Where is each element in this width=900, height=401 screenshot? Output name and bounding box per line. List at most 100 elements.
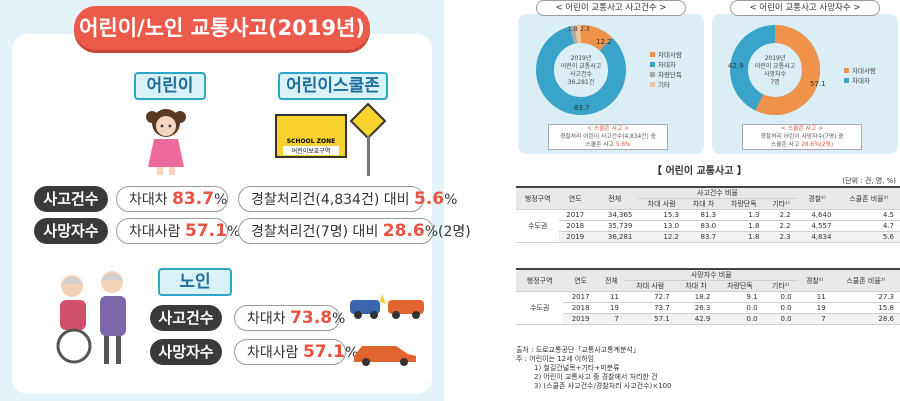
table-row: 2019 7 57.1 42.9 0.0 0.0 7 28.6 — [516, 313, 900, 325]
deaths-donut-chart — [730, 25, 820, 115]
table-unit: (단위 : 건, 명, %) — [842, 177, 896, 185]
donut-label-other: 2.3 — [580, 26, 590, 33]
school-zone-main-sign: SCHOOL ZONE 어린이보호구역 — [275, 114, 347, 158]
note-body: 경찰처리 어린이 사망자수(7명) 중 — [760, 134, 844, 140]
child-accidents-type: 차대차 — [129, 192, 168, 208]
child-accidents-unit: % — [214, 192, 228, 208]
cell: 4,640 — [796, 209, 838, 221]
zone-accidents-unit: % — [444, 192, 458, 208]
deaths-donut-center: 2019년 어린이 교통사고 사망자수 7명 — [750, 55, 800, 87]
cell: 11 — [597, 291, 625, 303]
child-deaths-value: 57.1 — [184, 221, 227, 241]
cell: 35,739 — [591, 220, 639, 232]
region-cell: 수도권 — [516, 291, 564, 325]
cell: 34,365 — [591, 209, 639, 221]
deaths-legend: 차대사람 차대차 — [844, 66, 876, 86]
cell: 26.3 — [675, 302, 717, 314]
note-tail: 스쿨존 사고 28.6%(2명) — [770, 142, 834, 148]
note-line: 1) 철길건널목+기타+미분류 — [534, 364, 620, 372]
cell: 1.3 — [722, 209, 766, 221]
cell: 2018 — [563, 302, 598, 314]
elderly-deaths-type: 차대사람 — [247, 345, 299, 361]
accidents-donut-title: < 어린이 교통사고 사고건수 > — [536, 0, 686, 16]
cell: 2017 — [563, 291, 598, 303]
cell: 4.5 — [837, 209, 900, 221]
zone-deaths-stat: 경찰처리건(7명) 대비 28.6%(2명) — [238, 218, 471, 244]
cell: 11 — [797, 291, 832, 303]
report-panel: < 어린이 교통사고 사고건수 > 2019년 어린이 교통사고 사고건수 36… — [512, 0, 900, 401]
zone-accidents-prefix: 경찰처리건(4,834건) 대비 — [251, 192, 410, 208]
elderly-accidents-value: 73.8 — [290, 308, 333, 328]
cell: 5.6 — [837, 231, 900, 243]
donut-slice-car-to-person — [536, 25, 626, 115]
zone-accidents-value: 5.6 — [413, 189, 445, 209]
header-police: 경찰²⁾ — [796, 186, 838, 210]
header-c2: 차대 차 — [675, 280, 717, 292]
deaths-donut-title: < 어린이 교통사고 사망자수 > — [730, 0, 880, 16]
child-deaths-unit: % — [226, 224, 241, 240]
legend-item: 차대차 — [650, 60, 682, 70]
accidents-donut-center: 2019년 어린이 교통사고 사고건수 36,281건 — [556, 55, 606, 87]
cell: 73.7 — [624, 302, 676, 314]
header-group: 사고건수 비율 — [638, 186, 797, 199]
car-illustration — [354, 346, 416, 366]
school-zone-diamond-sign — [349, 102, 387, 140]
header-year: 연도 — [559, 186, 592, 210]
donut-slice-car-to-person — [730, 25, 820, 115]
cell: 15.3 — [638, 209, 685, 221]
note-title: < 스쿨존 사고 > — [781, 126, 823, 132]
donut-slice-single-vehicle — [536, 25, 626, 116]
note-title: < 스쿨존 사고 > — [587, 126, 629, 132]
cell: 19 — [597, 302, 625, 314]
car-crash-illustration — [350, 294, 424, 319]
region-cell: 수도권 — [516, 209, 560, 243]
cell: 1.8 — [722, 220, 766, 232]
child-deaths-stat: 차대사람 57.1% — [116, 218, 240, 244]
cell: 2.3 — [765, 231, 797, 243]
cell: 19 — [797, 302, 832, 314]
child-section-label: 어린이 — [134, 72, 206, 100]
cell: 2019 — [563, 313, 598, 325]
table-row: 2018 19 73.7 26.3 0.0 0.0 19 15.8 — [516, 302, 900, 314]
cell: 4,834 — [796, 231, 838, 243]
cell: 83.0 — [684, 220, 723, 232]
sign-line2: 어린이보호구역 — [283, 146, 339, 155]
child-deaths-label: 사망자수 — [34, 218, 108, 244]
zone-deaths-value: 28.6 — [382, 221, 425, 241]
school-zone-section-label: 어린이스쿨존 — [278, 72, 388, 100]
school-zone-sign: SCHOOL ZONE 어린이보호구역 — [275, 102, 387, 178]
elderly-deaths-stat: 차대사람 57.1% — [234, 339, 358, 365]
cell: 4,557 — [796, 220, 838, 232]
accidents-legend: 차대사람 차대차 차량단독 기타 — [650, 50, 682, 90]
center-line: 36,281건 — [567, 79, 595, 86]
donut-label-single-vehicle: 1.8 — [568, 26, 578, 33]
header-c3: 차량단독 — [722, 198, 766, 210]
cell: 2019 — [559, 231, 592, 243]
cell: 42.9 — [675, 313, 717, 325]
center-line: 사고건수 — [569, 71, 593, 78]
child-accidents-value: 83.7 — [172, 189, 215, 209]
header-region: 행정구역 — [516, 268, 564, 292]
accidents-donut-chart — [536, 25, 626, 116]
center-line: 사망자수 — [763, 71, 787, 78]
table-row: 수도권 2017 34,365 15.3 81.3 1.3 2.2 4,640 … — [516, 209, 900, 243]
cell: 15.8 — [831, 302, 900, 314]
center-line: 2019년 — [570, 55, 592, 62]
cell: 9.1 — [716, 291, 764, 303]
source-notes: 출처 : 도로교통공단「교통사고통계분석」 주 : 어린이는 12세 이하임 1… — [516, 346, 672, 391]
zone-accidents-stat: 경찰처리건(4,834건) 대비 5.6% — [238, 186, 457, 212]
child-deaths-type: 차대사람 — [129, 224, 181, 240]
cell: 0.0 — [763, 313, 798, 325]
header-c4: 기타¹⁾ — [763, 280, 798, 292]
cell: 1.8 — [722, 231, 766, 243]
infographic-panel: 어린이/노인 교통사고(2019년) 어린이 어린이스쿨존 SCHOOL ZON… — [0, 0, 471, 401]
header-c1: 차대 사람 — [638, 198, 685, 210]
cell: 7 — [797, 313, 832, 325]
cell: 0.0 — [763, 302, 798, 314]
accidents-school-zone-note: < 스쿨존 사고 > 경찰처리 어린이 사고건수(4,834건) 중 스쿨존 사… — [548, 124, 668, 150]
header-region: 행정구역 — [516, 186, 560, 210]
sign-pole — [367, 136, 370, 176]
cell: 28.6 — [831, 313, 900, 325]
elderly-section-label: 노인 — [158, 268, 232, 296]
table-row: 2019 36,281 12.2 83.7 1.8 2.3 4,834 5.6 — [516, 231, 900, 243]
